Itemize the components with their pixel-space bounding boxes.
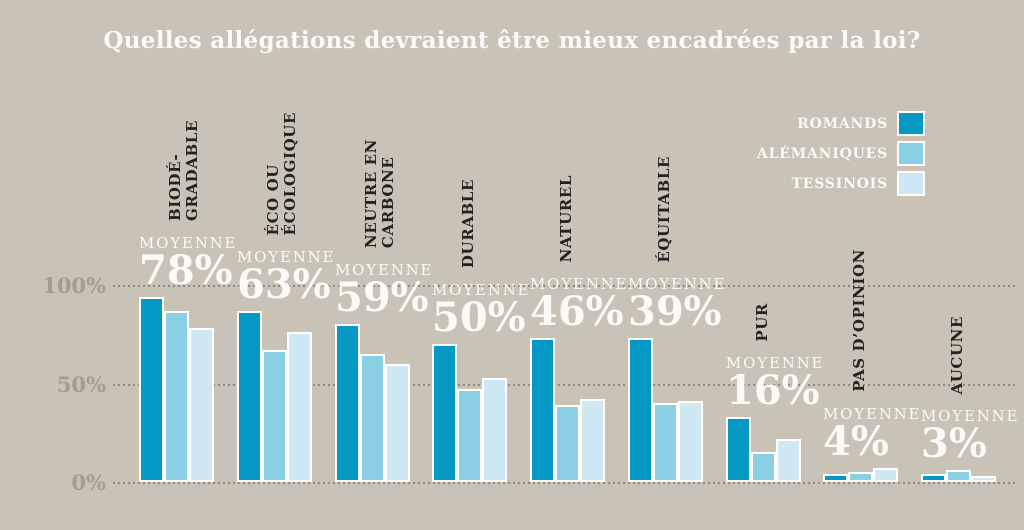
category-label: ÉCO OU ÉCOLOGIQUE (264, 111, 300, 236)
moyenne-caption: MOYENNE (726, 354, 825, 373)
gridline-0 (113, 482, 1016, 484)
category-label: DURABLE (459, 179, 477, 269)
bar-group-2 (237, 311, 312, 482)
y-axis-tick: 100% (42, 273, 106, 298)
group-annotation-2: ÉCO OU ÉCOLOGIQUE MOYENNE 63% (237, 111, 336, 309)
average-value: 4% (823, 418, 889, 466)
category-label: NEUTRE EN CARBONE (362, 139, 398, 249)
bar-romands (237, 311, 262, 482)
bar-alemaniques (751, 452, 776, 482)
bar-group-7 (726, 417, 801, 482)
group-annotation-6: ÉQUITABLE MOYENNE 39% (628, 155, 727, 336)
legend-item-tessinois: TESSINOIS (757, 171, 925, 196)
group-annotation-3: NEUTRE EN CARBONE MOYENNE 59% (335, 139, 433, 317)
group-annotation-9: AUCUNE MOYENNE 3% (921, 315, 1020, 468)
moyenne-caption: MOYENNE (139, 234, 238, 253)
bar-romands (921, 474, 946, 482)
bar-tessinois (776, 439, 801, 482)
y-axis-tick: 0% (71, 470, 106, 495)
legend-swatch-tessinois (897, 171, 925, 196)
moyenne-caption: MOYENNE (335, 261, 434, 280)
moyenne-caption: MOYENNE (432, 281, 531, 300)
bar-alemaniques (946, 470, 971, 482)
legend-label: TESSINOIS (791, 175, 888, 192)
bar-group-3 (335, 324, 410, 482)
bar-alemaniques (360, 354, 385, 482)
moyenne-caption: MOYENNE (530, 275, 629, 294)
bar-romands (726, 417, 751, 482)
average-value: 50% (432, 294, 526, 342)
legend-item-romands: ROMANDS (757, 111, 925, 136)
bar-tessinois (287, 332, 312, 482)
average-value: 78% (139, 247, 233, 295)
bar-group-4 (432, 344, 507, 482)
bar-group-6 (628, 338, 703, 482)
category-label: PAS D’OPINION (850, 249, 868, 393)
legend-item-alemaniques: ALÉMANIQUES (757, 141, 925, 166)
bar-tessinois (971, 476, 996, 482)
group-annotation-4: DURABLE MOYENNE 50% (432, 179, 530, 337)
legend-label: ALÉMANIQUES (756, 145, 888, 162)
bar-romands (139, 297, 164, 482)
bar-alemaniques (262, 350, 287, 482)
category-label: PUR (753, 302, 771, 342)
bar-alemaniques (848, 472, 873, 482)
chart-title: Quelles allégations devraient être mieux… (103, 27, 921, 54)
category-label: NATUREL (557, 174, 575, 263)
category-label: ÉQUITABLE (655, 155, 673, 263)
bar-group-9 (921, 470, 996, 482)
category-label: AUCUNE (948, 315, 966, 395)
moyenne-caption: MOYENNE (921, 407, 1020, 426)
gridline-100 (113, 285, 1016, 287)
bar-tessinois (873, 468, 898, 482)
group-annotation-7: PUR MOYENNE 16% (726, 302, 825, 415)
bar-romands (432, 344, 457, 482)
bar-group-5 (530, 338, 605, 482)
group-annotation-8: PAS D’OPINION MOYENNE 4% (823, 249, 921, 461)
legend-label: ROMANDS (797, 115, 888, 132)
bar-group-1 (139, 297, 214, 482)
bar-tessinois (580, 399, 605, 482)
average-value: 63% (237, 261, 331, 309)
bar-group-8 (823, 468, 898, 482)
average-value: 59% (335, 274, 429, 322)
bar-romands (628, 338, 653, 482)
bar-alemaniques (457, 389, 482, 482)
bar-tessinois (482, 378, 507, 482)
bar-tessinois (678, 401, 703, 482)
gridline-50 (113, 383, 1016, 386)
bar-romands (823, 474, 848, 482)
bar-alemaniques (164, 311, 189, 482)
moyenne-caption: MOYENNE (237, 248, 336, 267)
legend-swatch-alemaniques (897, 141, 925, 166)
bar-tessinois (385, 364, 410, 482)
y-axis-tick: 50% (56, 371, 106, 397)
moyenne-caption: MOYENNE (823, 405, 922, 424)
average-value: 46% (530, 288, 624, 336)
legend-swatch-romands (897, 111, 925, 136)
bar-romands (335, 324, 360, 482)
category-label: BIODÉ- GRADABLE (166, 120, 202, 222)
moyenne-caption: MOYENNE (628, 275, 727, 294)
bar-tessinois (189, 328, 214, 482)
average-value: 16% (726, 367, 820, 415)
bar-alemaniques (653, 403, 678, 482)
bar-romands (530, 338, 555, 482)
bar-alemaniques (555, 405, 580, 482)
group-annotation-5: NATUREL MOYENNE 46% (530, 174, 629, 336)
average-value: 3% (921, 420, 987, 468)
average-value: 39% (628, 288, 722, 336)
legend: ROMANDS ALÉMANIQUES TESSINOIS (757, 111, 925, 196)
group-annotation-1: BIODÉ- GRADABLE MOYENNE 78% (139, 120, 237, 290)
